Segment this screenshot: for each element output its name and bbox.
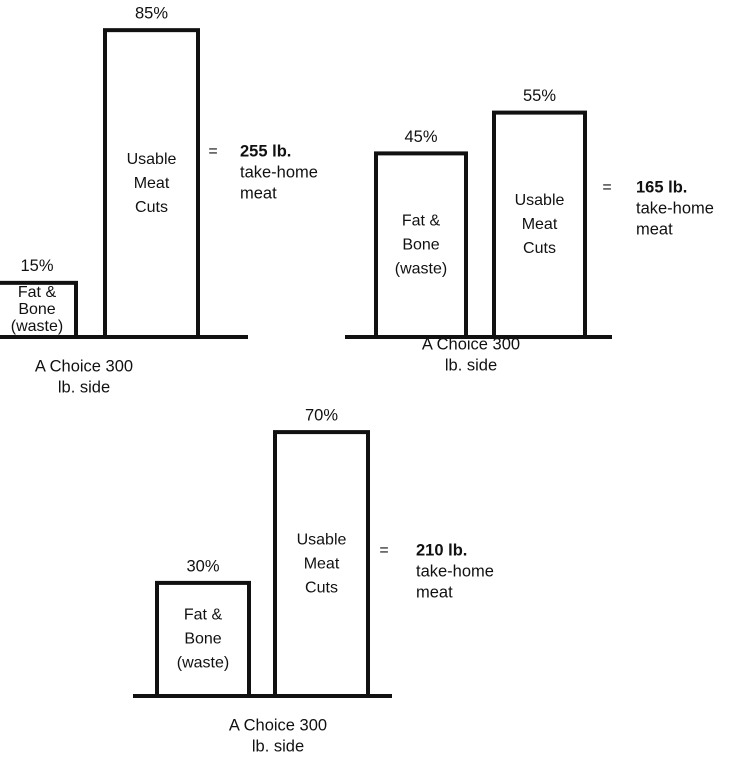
bar-text-line: Fat & — [18, 284, 57, 301]
value-label: 55% — [523, 87, 556, 105]
bar-text-line: Usable — [297, 531, 347, 548]
bar-text-line: Cuts — [523, 240, 556, 257]
result-text-line: meat — [416, 583, 453, 601]
result-text-line: 165 lb. — [636, 178, 687, 196]
result-text-line: meat — [240, 184, 277, 202]
bar-text-line: Meat — [304, 555, 340, 572]
bar-text-line: Bone — [184, 631, 221, 648]
bar-text-line: Bone — [402, 236, 439, 253]
bar-text-line: Bone — [18, 301, 55, 318]
value-label: 15% — [20, 257, 53, 275]
result-text-line: take-home — [240, 163, 318, 181]
value-label: 45% — [404, 128, 437, 146]
value-label: 70% — [305, 406, 338, 424]
chart-panel-2: 45% Fat & Bone (waste) 55% Usable Meat Cuts = 165… — [345, 87, 714, 374]
chart-panel-3: 30% Fat & Bone (waste) 70% Usable Meat Cuts = 210… — [133, 406, 494, 755]
bar-text-line: Fat & — [184, 607, 223, 624]
equals-sign: = — [602, 179, 611, 196]
bar-text-line: Meat — [134, 175, 170, 192]
caption-line: A Choice 300 — [229, 716, 327, 734]
result-text-line: take-home — [636, 199, 714, 217]
caption-line: A Choice 300 — [35, 357, 133, 375]
result-text-line: take-home — [416, 562, 494, 580]
equals-sign: = — [208, 143, 217, 160]
bar-text-line: Fat & — [402, 212, 441, 229]
bar-text-line: Meat — [522, 216, 558, 233]
equals-sign: = — [379, 542, 388, 559]
bar-text-line: (waste) — [395, 260, 447, 277]
caption-line: lb. side — [252, 737, 304, 755]
bar-text-line: Cuts — [305, 579, 338, 596]
caption-line: lb. side — [445, 356, 497, 374]
result-text-line: meat — [636, 220, 673, 238]
chart-panel-1: 15% Fat &Bone(waste) 85% Usable Meat Cuts = 255… — [0, 5, 318, 396]
result-text-line: 255 lb. — [240, 142, 291, 160]
result-text-line: 210 lb. — [416, 541, 467, 559]
caption-line: lb. side — [58, 378, 110, 396]
value-label: 85% — [135, 5, 168, 23]
value-label: 30% — [186, 557, 219, 575]
bar-text-line: Usable — [515, 192, 565, 209]
bar-text-line: (waste) — [177, 655, 229, 672]
bar-text-line: (waste) — [11, 318, 63, 335]
bar-text-line: Cuts — [135, 199, 168, 216]
caption-line: A Choice 300 — [422, 335, 520, 353]
bar-text-line: Usable — [127, 151, 177, 168]
